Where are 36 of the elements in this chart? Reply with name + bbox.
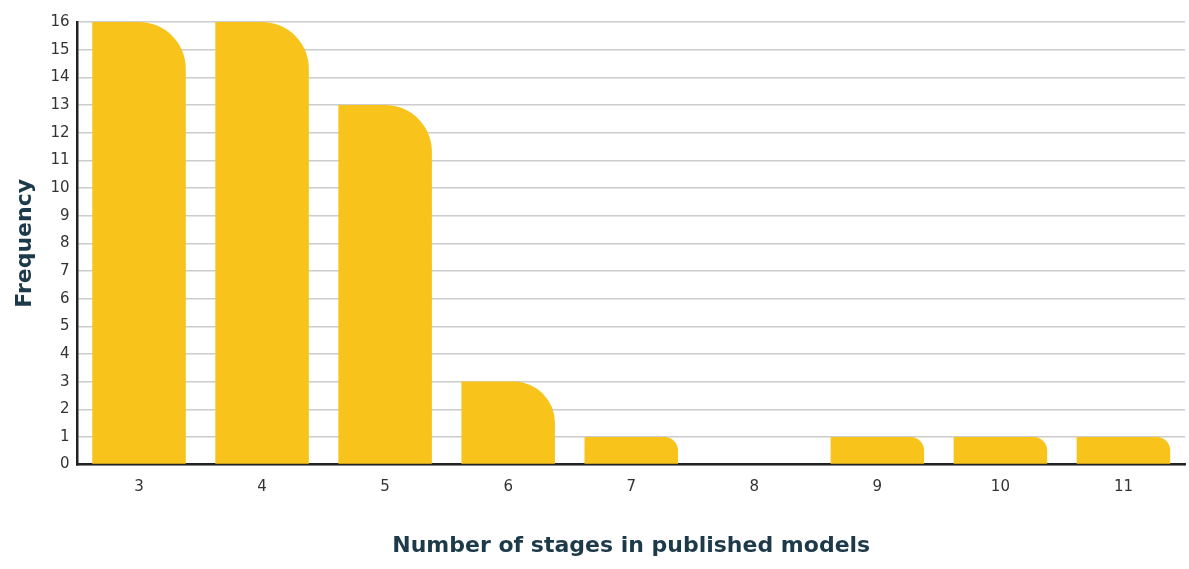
- bar: [92, 22, 186, 464]
- x-tick-label: 3: [134, 477, 144, 496]
- bar: [1076, 436, 1171, 464]
- y-tick-label: 14: [50, 67, 70, 86]
- y-tick-label: 7: [59, 260, 70, 279]
- x-tick-label: 9: [872, 477, 883, 496]
- y-tick-label: 3: [59, 371, 70, 390]
- y-tick-label: 12: [50, 122, 70, 141]
- y-tick-label: 16: [50, 11, 70, 30]
- y-tick-label: 11: [50, 150, 70, 169]
- y-tick-label: 13: [50, 94, 70, 113]
- y-tick-label: 0: [59, 454, 70, 473]
- y-tick-label: 15: [50, 39, 70, 58]
- x-axis-title: Number of stages in published models: [392, 531, 871, 557]
- x-tick-label: 8: [749, 477, 760, 496]
- x-tick-label: 11: [1113, 477, 1134, 496]
- y-axis-title: Frequency: [10, 178, 36, 308]
- x-tick-label: 7: [626, 477, 637, 496]
- y-tick-label: 4: [59, 343, 70, 362]
- x-tick-label: 6: [503, 477, 513, 496]
- bar: [338, 104, 432, 464]
- y-tick-label: 2: [59, 399, 70, 418]
- y-tick-label: 9: [59, 205, 70, 224]
- bar: [215, 22, 309, 464]
- bar: [584, 436, 679, 464]
- bar: [830, 436, 925, 464]
- y-tick-label: 8: [59, 233, 70, 252]
- bar: [953, 436, 1048, 464]
- y-tick-label: 10: [50, 177, 70, 196]
- y-tick-label: 5: [59, 316, 70, 335]
- y-tick-label: 6: [59, 288, 70, 307]
- x-tick-label: 5: [380, 477, 390, 496]
- x-tick-label: 10: [990, 477, 1010, 496]
- y-tick-label: 1: [59, 426, 70, 445]
- x-tick-label: 4: [257, 477, 267, 496]
- bar: [461, 381, 555, 464]
